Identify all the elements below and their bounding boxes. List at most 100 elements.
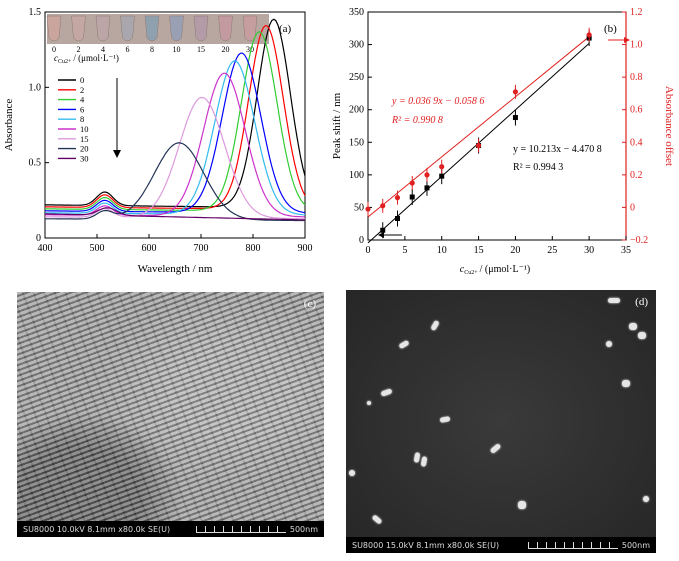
legend-label: 2 (80, 85, 84, 95)
y-tick-label-b: 50 (354, 202, 364, 213)
nanorod (622, 380, 630, 387)
right-arrowhead (624, 37, 630, 43)
nanorod (629, 323, 637, 330)
x-axis-label-b: cCu2+ / (μmol·L⁻¹) (460, 264, 530, 276)
y2-axis-label-b: Absorbance offset (663, 86, 675, 166)
y2-tick-label-b: 0.8 (630, 72, 643, 83)
legend-label: 4 (80, 95, 85, 105)
vial (144, 15, 160, 42)
scale-text-d: 500nm (621, 540, 650, 550)
data-points (365, 27, 592, 239)
vial-label: 2 (77, 45, 81, 54)
vial (71, 15, 86, 42)
y-tick-label-b: 350 (349, 7, 364, 18)
r2-black: R² = 0.994 3 (513, 162, 563, 173)
sem-footer-c: SU8000 10.0kV 8.1mm x80.0k SE(U) (23, 524, 171, 534)
vial-label: 4 (101, 45, 105, 54)
absorbance-spectra-chart: 0 2 4 6 8 10 15 20 30 cCu2+ / (μmol·L⁻¹) (a) 0246… (3, 7, 313, 275)
point-red (439, 164, 445, 170)
vial-label: 20 (222, 45, 230, 54)
y2-tick-label-b: 0.2 (630, 170, 643, 181)
calibration-chart: (b) 0 5 10 15 20 25 30 35050100150200250300350−… (331, 7, 675, 276)
vial (193, 15, 209, 42)
point-red (394, 195, 401, 201)
scale-ruler-c (195, 525, 286, 533)
y-tick-label-b: 0 (359, 235, 364, 246)
panel-b: (b) 0 5 10 15 20 25 30 35 0 50 100 150 200 250 300 350−… (330, 0, 679, 280)
x-tick-label-b: 30 (584, 245, 594, 256)
panel-label-a: (a) (279, 23, 292, 35)
vial (169, 15, 184, 42)
axes-b: 0 5 10 15 20 25 30 35050100150200250300350−0.20… (349, 7, 648, 256)
scale-text-c: 500nm (289, 524, 318, 534)
point-red (380, 203, 386, 209)
y-tick-label-b: 250 (349, 72, 364, 83)
y2-tick-label-b: −0.2 (630, 235, 648, 246)
conc-label: cCu2+ / (μmol·L⁻¹) (54, 53, 119, 65)
y-tick-label-b: 150 (349, 137, 364, 148)
legend-label: 20 (80, 144, 89, 154)
y-axis-label-a: Absorbance (3, 99, 15, 152)
point-black (424, 185, 430, 191)
spectra-curves (44, 18, 306, 222)
y-tick-label-a: 0 (36, 233, 41, 244)
y-tick-label-b: 200 (349, 105, 364, 116)
panel-c-sem-image: (c) SU8000 10.0kV 8.1mm x80.0k SE(U) 500… (17, 292, 324, 537)
scale-ruler-d (527, 541, 618, 549)
x-tick-label-a: 900 (298, 243, 313, 254)
spectrum-line (44, 30, 306, 211)
x-tick-label-a: 700 (194, 243, 209, 254)
y-axis-label-b: Peak shift / nm (331, 92, 343, 159)
point-red (424, 172, 430, 178)
spectrum-line (44, 24, 306, 209)
axes-a: 400 500 600 700 8 0 0 900 0 0.5 1.0 1.5 (29, 7, 313, 254)
nanorod (518, 501, 526, 509)
x-axis-label-a: Wavelength / nm (138, 263, 213, 275)
sem-scale-d: 500nm (527, 540, 650, 550)
legend-label: 30 (80, 153, 89, 163)
x-tick-label-b: 20 (510, 245, 520, 256)
point-red (475, 142, 482, 149)
y-tick-label-a: 1.5 (29, 7, 42, 18)
sem-scale-c: 500nm (195, 524, 318, 534)
x-tick-label-a: 400 (38, 243, 53, 254)
x-tick-label-b: 25 (547, 245, 557, 256)
y-tick-label-a: 1.0 (29, 82, 42, 93)
nanorod (608, 298, 620, 303)
y2-tick-label-b: 0.4 (630, 137, 643, 148)
y-tick-label-a: 0.5 (29, 158, 42, 169)
x-tick-label-b: 35 (621, 245, 631, 256)
vial-label: 10 (173, 45, 181, 54)
legend-label: 8 (80, 114, 84, 124)
y2-tick-label-b: 0.6 (630, 105, 643, 116)
y-tick-label-b: 300 (349, 40, 364, 51)
y-tick-label-b: 100 (349, 170, 364, 181)
equation-red: y = 0.036 9x − 0.058 6 (391, 96, 484, 107)
point-red (365, 206, 371, 212)
spectrum-line (45, 142, 305, 222)
sem-info-bar-c: SU8000 10.0kV 8.1mm x80.0k SE(U) 500nm (17, 521, 324, 537)
legend-label: 6 (80, 104, 84, 114)
sem-info-bar-d: SU8000 15.0kV 8.1mm x80.0k SE(U) 500nm (346, 537, 656, 553)
vial-label: 0 (52, 45, 56, 54)
sem-footer-d: SU8000 15.0kV 8.1mm x80.0k SE(U) (352, 540, 500, 550)
legend-label: 0 (80, 75, 84, 85)
plot-frame-a (44, 11, 306, 239)
sem-background (346, 290, 656, 553)
nanorod (638, 332, 646, 339)
x-tick-label-a: 500 (90, 243, 105, 254)
point-black (439, 173, 445, 179)
point-red (586, 32, 592, 38)
nanorod (606, 341, 612, 347)
fit-line-red (367, 36, 590, 218)
point-red (409, 180, 415, 186)
vial-label: 8 (150, 45, 154, 54)
legend-label: 10 (80, 124, 89, 134)
left-arrowhead (378, 232, 384, 238)
point-black (512, 115, 518, 121)
vial (46, 15, 62, 42)
x-tick-label-a: 600 (142, 243, 157, 254)
trend-arrowhead (113, 150, 121, 158)
r2-red: R² = 0.990 8 (391, 115, 443, 126)
